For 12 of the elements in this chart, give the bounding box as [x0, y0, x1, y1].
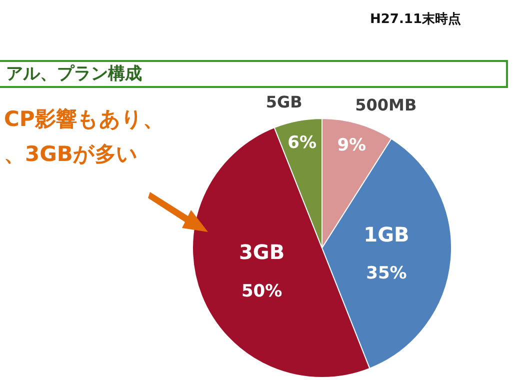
data-label: 6%	[288, 133, 317, 154]
slice-label: 5GB	[266, 92, 302, 112]
data-label: 9%	[337, 135, 366, 156]
slice-label: 1GB	[364, 222, 410, 246]
text: 、3GBが多い	[4, 141, 138, 168]
text: H27.11末時点	[370, 11, 461, 28]
slice-label: 3GB	[239, 240, 285, 264]
chart-title: アル、プラン構成	[0, 60, 508, 88]
text: CP影響もあり、	[4, 106, 164, 133]
data-label: 35%	[366, 264, 407, 284]
data-label: 50%	[241, 281, 282, 302]
slice-label: 500MB	[355, 96, 417, 115]
